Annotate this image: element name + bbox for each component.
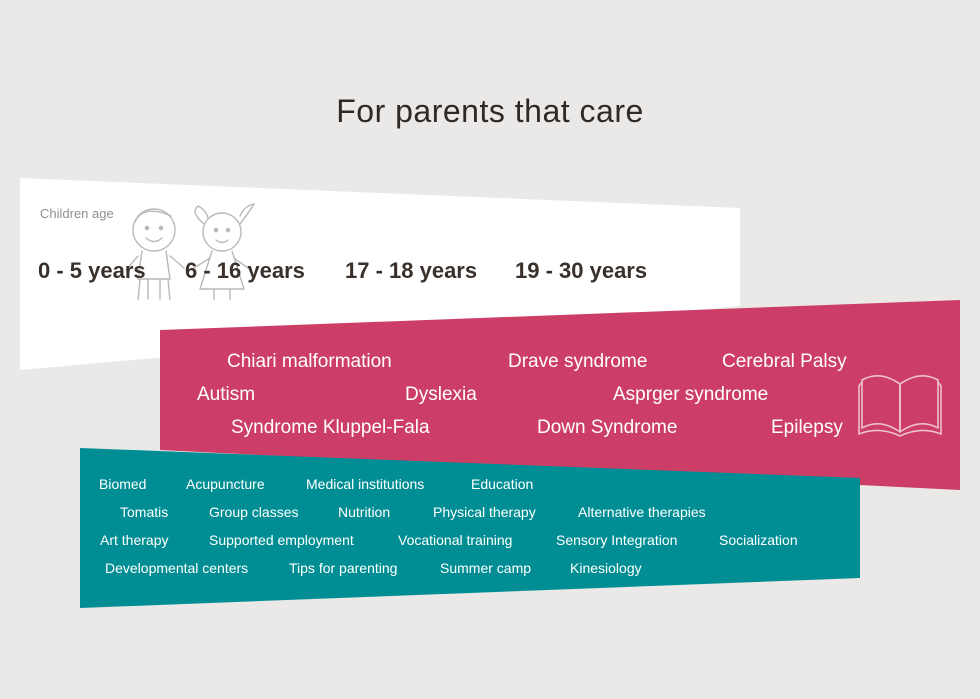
topic-tomatis[interactable]: Tomatis [120,504,169,520]
topic-biomed[interactable]: Biomed [99,476,147,492]
condition-syndrome-kluppel-fala[interactable]: Syndrome Kluppel-Fala [231,417,430,438]
condition-autism[interactable]: Autism [197,384,256,405]
children-age-label: Children age [40,206,114,221]
condition-dyslexia[interactable]: Dyslexia [405,384,477,405]
page-title: For parents that care [336,93,644,130]
topic-nutrition[interactable]: Nutrition [338,504,391,520]
age-range-19-30[interactable]: 19 - 30 years [515,258,648,283]
topics-panel: Biomed Acupuncture Medical institutions … [80,448,860,610]
conditions-panel: Chiari malformation Drave syndrome Cereb… [160,300,960,492]
kids-illustration-icon [125,203,256,300]
topic-tips-for-parenting[interactable]: Tips for parenting [289,560,398,576]
topic-supported-employment[interactable]: Supported employment [209,532,354,548]
topic-acupuncture[interactable]: Acupuncture [186,476,265,492]
topic-alternative-therapies[interactable]: Alternative therapies [578,504,706,520]
condition-epilepsy[interactable]: Epilepsy [771,417,843,438]
condition-cerebral-palsy[interactable]: Cerebral Palsy [722,351,847,372]
condition-down-syndrome[interactable]: Down Syndrome [537,417,678,438]
age-range-6-16[interactable]: 6 - 16 years [185,258,305,283]
topic-kinesiology[interactable]: Kinesiology [570,560,642,576]
topic-physical-therapy[interactable]: Physical therapy [433,504,536,520]
topic-group-classes[interactable]: Group classes [209,504,299,520]
condition-chiari-malformation[interactable]: Chiari malformation [227,351,392,372]
age-range-17-18[interactable]: 17 - 18 years [345,258,478,283]
topic-developmental-centers[interactable]: Developmental centers [105,560,249,576]
topic-education[interactable]: Education [471,476,534,492]
age-range-0-5[interactable]: 0 - 5 years [38,258,146,283]
open-book-icon [858,375,942,437]
topic-vocational-training[interactable]: Vocational training [398,532,513,548]
condition-asprger-syndrome[interactable]: Asprger syndrome [613,384,769,405]
topic-summer-camp[interactable]: Summer camp [440,560,532,576]
topic-art-therapy[interactable]: Art therapy [100,532,169,548]
topic-sensory-integration[interactable]: Sensory Integration [556,532,678,548]
topics-panel-background [80,448,860,608]
conditions-panel-background [160,300,960,490]
condition-drave-syndrome[interactable]: Drave syndrome [508,351,648,372]
topic-socialization[interactable]: Socialization [719,532,798,548]
topic-medical-institutions[interactable]: Medical institutions [306,476,425,492]
